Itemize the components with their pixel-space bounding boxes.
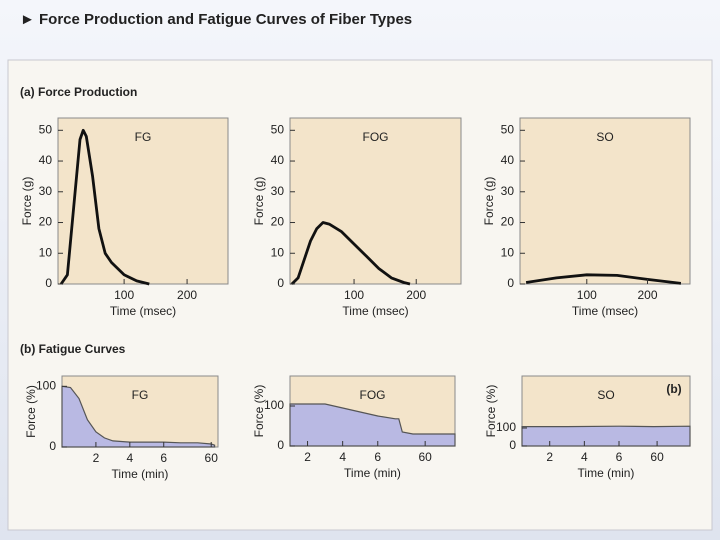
y-tick-label: 20 [39, 215, 53, 229]
x-tick-label: 200 [406, 288, 426, 302]
y-tick-label: 10 [501, 245, 515, 259]
y-tick-label: 30 [39, 184, 53, 198]
x-tick-label: 100 [344, 288, 364, 302]
area [61, 385, 216, 448]
y-tick-label: 20 [501, 215, 515, 229]
plot-area [57, 117, 229, 285]
x-axis-label: Time (min) [112, 467, 169, 481]
x-tick-label: 2 [304, 450, 311, 464]
y-tick-label: 30 [271, 184, 285, 198]
chart-title: FG [135, 130, 152, 144]
y-axis-label: Force (g) [20, 177, 34, 226]
plot-area [519, 117, 691, 285]
chart-title: SO [596, 130, 613, 144]
x-axis-label: Time (msec) [110, 304, 176, 318]
plot-area [289, 117, 462, 285]
x-tick-label: 60 [418, 450, 432, 464]
x-tick-label: 6 [374, 450, 381, 464]
chart-title: FOG [360, 388, 386, 402]
y-axis-label: Force (g) [252, 177, 266, 226]
y-tick-label: 0 [49, 439, 56, 453]
chart-title: SO [597, 388, 614, 402]
y-tick-label: 50 [501, 122, 515, 136]
x-tick-label: 6 [616, 450, 623, 464]
y-tick-label: 40 [271, 153, 285, 167]
annotation: (b) [666, 382, 681, 396]
section-label: (a) Force Production [20, 85, 137, 99]
y-tick-label: 50 [39, 122, 53, 136]
x-axis-label: Time (msec) [572, 304, 638, 318]
x-tick-label: 60 [205, 451, 219, 465]
x-tick-label: 200 [637, 288, 657, 302]
y-axis-label: Force (%) [252, 385, 266, 438]
y-axis-label: Force (g) [482, 177, 496, 226]
y-tick-label: 40 [39, 153, 53, 167]
x-tick-label: 4 [581, 450, 588, 464]
area [521, 425, 691, 447]
x-tick-label: 200 [177, 288, 197, 302]
y-tick-label: 0 [45, 276, 52, 290]
line [525, 273, 682, 285]
y-tick-label: 10 [39, 245, 53, 259]
y-axis-label: Force (%) [24, 385, 38, 438]
x-tick-label: 4 [339, 450, 346, 464]
x-tick-label: 6 [160, 451, 167, 465]
area [289, 403, 456, 447]
x-axis-label: Time (min) [578, 466, 635, 480]
y-tick-label: 0 [509, 438, 516, 452]
x-tick-label: 100 [114, 288, 134, 302]
y-tick-label: 30 [501, 184, 515, 198]
y-tick-label: 0 [277, 438, 284, 452]
y-tick-label: 40 [501, 153, 515, 167]
y-tick-label: 20 [271, 215, 285, 229]
x-tick-label: 2 [546, 450, 553, 464]
x-tick-label: 2 [93, 451, 100, 465]
y-tick-label: 100 [264, 398, 284, 412]
x-tick-label: 4 [126, 451, 133, 465]
y-tick-label: 10 [271, 245, 285, 259]
y-tick-label: 0 [277, 276, 284, 290]
y-tick-label: 100 [496, 420, 516, 434]
line [59, 128, 150, 286]
line [290, 221, 411, 286]
y-tick-label: 0 [507, 276, 514, 290]
x-tick-label: 60 [650, 450, 664, 464]
x-axis-label: Time (msec) [342, 304, 408, 318]
section-label: (b) Fatigue Curves [20, 342, 126, 356]
y-axis-label: Force (%) [484, 385, 498, 438]
x-axis-label: Time (min) [344, 466, 401, 480]
y-tick-label: 50 [271, 122, 285, 136]
chart-title: FG [132, 388, 149, 402]
chart-title: FOG [363, 130, 389, 144]
y-tick-label: 100 [36, 378, 56, 392]
x-tick-label: 100 [577, 288, 597, 302]
figure-title: ► Force Production and Fatigue Curves of… [20, 11, 412, 28]
